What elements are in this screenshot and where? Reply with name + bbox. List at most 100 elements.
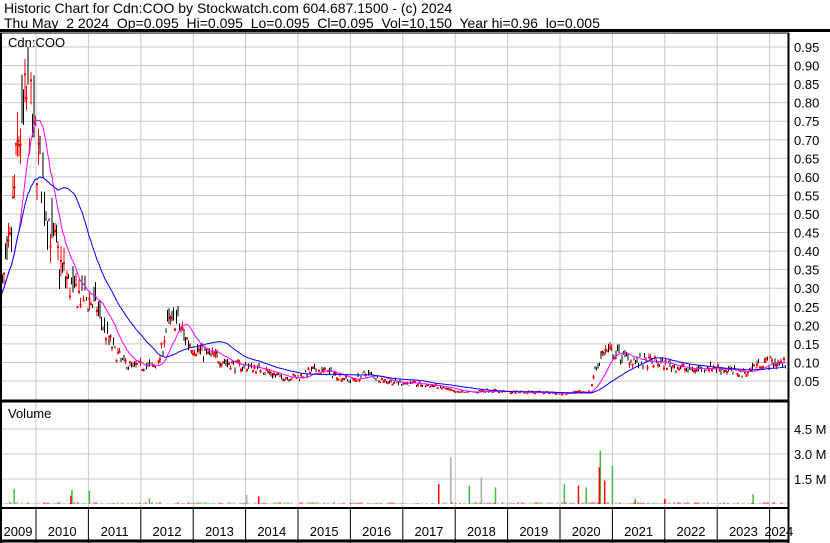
price-tick-label: 0.20: [794, 318, 819, 333]
close-tick: [601, 351, 604, 354]
close-tick: [579, 390, 581, 393]
close-tick: [378, 380, 380, 383]
close-tick: [118, 350, 121, 353]
close-tick: [718, 368, 721, 371]
close-tick: [217, 361, 220, 364]
volume-tick-label: 3.0 M: [794, 447, 827, 462]
close-tick: [231, 361, 233, 364]
close-tick: [267, 370, 269, 373]
price-tick-label: 0.25: [794, 300, 819, 315]
price-tick-label: 0.30: [794, 281, 819, 296]
close-tick: [648, 356, 650, 359]
close-tick: [214, 351, 217, 354]
price-tick-label: 0.65: [794, 151, 819, 166]
close-tick: [24, 73, 26, 76]
close-tick: [193, 353, 196, 356]
close-tick: [460, 390, 463, 393]
close-tick: [3, 272, 5, 275]
close-tick: [756, 363, 758, 366]
close-tick: [109, 335, 112, 338]
close-tick: [142, 368, 145, 371]
close-tick: [190, 350, 193, 353]
close-tick: [334, 372, 337, 375]
close-tick: [724, 369, 727, 372]
close-tick: [382, 380, 385, 383]
close-tick: [319, 372, 322, 375]
close-tick: [153, 365, 155, 368]
close-tick: [60, 259, 62, 262]
close-tick: [195, 353, 197, 356]
moving-average-short: [0, 119, 786, 394]
close-tick: [117, 352, 119, 355]
close-tick: [523, 391, 526, 394]
close-tick: [307, 368, 310, 371]
close-tick: [418, 381, 421, 384]
chart-header: Historic Chart for Cdn:COO by Stockwatch…: [0, 0, 830, 32]
price-tick-label: 0.45: [794, 226, 819, 241]
close-tick: [454, 391, 457, 394]
close-tick: [498, 391, 500, 394]
close-tick: [69, 295, 71, 298]
close-tick: [387, 381, 389, 384]
close-tick: [736, 373, 739, 376]
close-tick: [744, 371, 746, 374]
close-tick: [213, 353, 215, 356]
close-tick: [79, 304, 82, 307]
volume-panel-label: Volume: [8, 406, 51, 421]
close-tick: [771, 359, 773, 362]
price-tick-label: 0.70: [794, 133, 819, 148]
close-tick: [259, 370, 262, 373]
close-tick: [675, 370, 677, 373]
close-tick: [654, 356, 656, 359]
close-tick: [664, 359, 667, 362]
close-tick: [420, 384, 422, 387]
price-tick-label: 0.10: [794, 355, 819, 370]
close-tick: [510, 392, 512, 395]
close-tick: [628, 362, 631, 365]
close-tick: [88, 297, 91, 300]
close-tick: [433, 385, 436, 388]
close-tick: [34, 123, 37, 126]
close-tick: [228, 362, 230, 365]
close-tick: [466, 390, 469, 393]
price-tick-label: 0.50: [794, 207, 819, 222]
close-tick: [435, 383, 437, 386]
close-tick: [15, 143, 17, 146]
close-tick: [135, 362, 137, 365]
close-tick: [441, 387, 443, 390]
close-tick: [169, 316, 172, 319]
year-label: 2015: [310, 524, 339, 539]
close-tick: [276, 373, 278, 376]
close-tick: [300, 373, 302, 376]
close-tick: [7, 239, 10, 242]
close-tick: [738, 374, 740, 377]
year-label: 2018: [467, 524, 496, 539]
close-tick: [711, 369, 713, 372]
price-tick-label: 0.40: [794, 244, 819, 259]
close-tick: [393, 381, 395, 384]
close-tick: [436, 387, 439, 390]
close-tick: [355, 379, 358, 382]
close-tick: [16, 139, 19, 142]
close-tick: [405, 382, 407, 385]
close-tick: [246, 368, 248, 371]
close-tick: [775, 364, 778, 367]
close-tick: [682, 364, 685, 367]
close-tick: [574, 390, 577, 393]
close-tick: [189, 344, 191, 347]
close-tick: [609, 346, 611, 349]
close-tick: [159, 358, 161, 361]
close-tick: [283, 379, 286, 382]
close-tick: [115, 359, 118, 362]
close-tick: [318, 369, 320, 372]
year-label: 2016: [362, 524, 391, 539]
close-tick: [684, 368, 686, 371]
price-tick-label: 0.60: [794, 170, 819, 185]
close-tick: [25, 97, 28, 100]
close-tick: [481, 389, 484, 392]
price-tick-label: 0.35: [794, 263, 819, 278]
close-tick: [760, 366, 763, 369]
close-tick: [693, 370, 695, 373]
close-tick: [555, 392, 557, 395]
